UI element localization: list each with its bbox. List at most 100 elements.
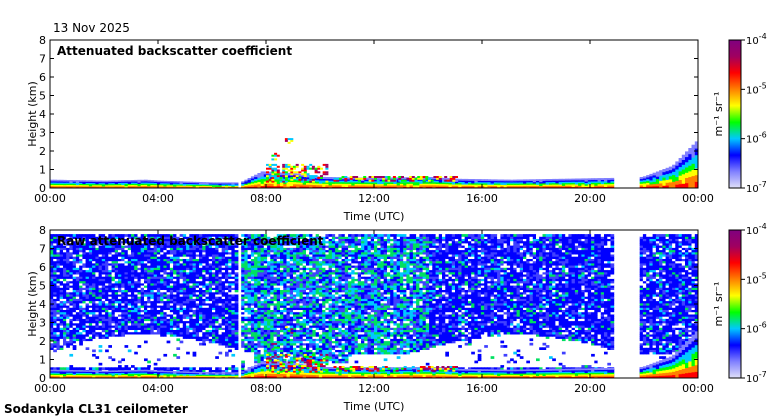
boundary-cell — [597, 180, 602, 183]
noise-cell — [105, 302, 109, 306]
noise-cell — [144, 289, 148, 293]
noise-cell — [95, 356, 100, 359]
boundary-cell — [393, 186, 398, 188]
boundary-cell — [186, 183, 190, 185]
noise-cell — [221, 247, 226, 251]
noise-cell — [131, 247, 135, 251]
boundary-cell — [341, 177, 346, 180]
noise-cell — [92, 320, 96, 324]
noise-cell — [234, 271, 239, 275]
noise-cell — [234, 234, 239, 237]
noise-cell — [215, 329, 219, 333]
noise-cell — [208, 294, 213, 297]
noise-cell — [169, 249, 174, 253]
cloud-cell — [266, 176, 269, 179]
noise-cell — [186, 320, 190, 324]
noise-cell — [59, 274, 64, 277]
noise-cell — [56, 320, 61, 324]
noise-cell — [186, 267, 190, 271]
noise-cell — [186, 329, 190, 333]
noise-cell — [169, 367, 174, 370]
noise-cell — [225, 318, 229, 322]
noise-cell — [225, 329, 229, 333]
noise-cell — [66, 276, 70, 279]
boundary-cell — [69, 180, 74, 182]
noise-cell — [166, 258, 171, 262]
noise-cell — [195, 294, 200, 297]
boundary-cell — [659, 175, 663, 179]
boundary-cell — [186, 181, 190, 183]
boundary-cell — [506, 185, 511, 188]
boundary-cell — [539, 179, 543, 181]
noise-cell — [173, 265, 177, 268]
cloud-cell — [376, 179, 380, 182]
noise-cell — [144, 296, 148, 299]
noise-cell — [202, 334, 206, 337]
noise-cell — [192, 282, 197, 286]
boundary-cell — [189, 181, 193, 184]
noise-cell — [225, 316, 229, 319]
cloud-cell — [284, 178, 288, 181]
boundary-cell — [66, 180, 70, 182]
noise-cell — [59, 336, 64, 339]
noise-cell — [244, 278, 249, 282]
boundary-cell — [325, 181, 330, 184]
noise-cell — [186, 254, 190, 257]
boundary-cell — [500, 181, 505, 184]
noise-cell — [247, 316, 252, 319]
noise-cell — [176, 329, 181, 333]
noise-cell — [166, 294, 171, 297]
noise-cell — [153, 271, 158, 275]
noise-cell — [212, 282, 216, 286]
boundary-cell — [296, 181, 300, 185]
noise-cell — [150, 318, 155, 322]
boundary-cell — [134, 184, 138, 187]
noise-cell — [250, 311, 255, 315]
boundary-cell — [357, 182, 362, 184]
noise-cell — [137, 302, 142, 306]
boundary-cell — [315, 179, 320, 182]
noise-cell — [176, 298, 181, 302]
boundary-cell — [523, 183, 527, 185]
noise-cell — [241, 285, 245, 288]
boundary-cell — [221, 183, 226, 185]
noise-cell — [63, 251, 67, 255]
noise-cell — [153, 251, 158, 255]
noise-cell — [202, 294, 206, 297]
boundary-cell — [506, 183, 511, 185]
noise-cell — [147, 302, 151, 306]
noise-cell — [88, 267, 93, 271]
boundary-cell — [484, 183, 488, 185]
noise-cell — [137, 260, 142, 264]
noise-cell — [153, 322, 158, 326]
noise-cell — [131, 276, 135, 279]
noise-cell — [215, 325, 219, 328]
boundary-cell — [118, 182, 122, 185]
noise-cell — [131, 291, 135, 295]
noise-cell — [221, 338, 226, 342]
noise-cell — [169, 282, 174, 286]
noise-cell — [244, 316, 249, 319]
noise-cell — [192, 289, 197, 293]
noise-cell — [108, 247, 112, 251]
noise-cell — [131, 322, 135, 326]
noise-cell — [111, 300, 116, 304]
noise-cell — [66, 294, 70, 297]
boundary-cell — [536, 179, 540, 181]
boundary-cell — [361, 180, 365, 183]
boundary-cell — [153, 181, 158, 183]
noise-cell — [53, 269, 57, 273]
noise-cell — [208, 302, 213, 306]
boundary-cell — [578, 182, 582, 185]
noise-cell — [225, 309, 229, 313]
noise-cell — [150, 287, 155, 290]
noise-cell — [234, 267, 239, 271]
boundary-cell — [597, 183, 602, 186]
noise-cell — [50, 367, 54, 370]
noise-cell — [189, 254, 193, 257]
noise-cell — [98, 242, 103, 246]
noise-cell — [124, 302, 129, 306]
cloud-cell — [438, 177, 442, 180]
cloud-cell — [298, 178, 302, 181]
noise-cell — [88, 296, 93, 299]
